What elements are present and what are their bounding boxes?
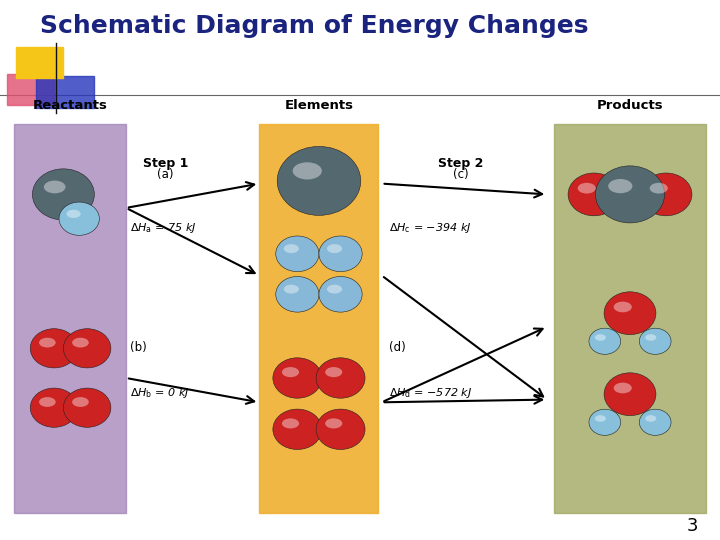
Ellipse shape xyxy=(32,169,94,220)
Ellipse shape xyxy=(595,334,606,341)
Ellipse shape xyxy=(613,383,632,393)
Bar xyxy=(7,74,54,105)
Ellipse shape xyxy=(604,373,656,416)
Ellipse shape xyxy=(325,367,342,377)
Ellipse shape xyxy=(316,358,365,398)
Ellipse shape xyxy=(63,329,111,368)
Ellipse shape xyxy=(595,166,665,223)
Text: (d): (d) xyxy=(389,341,405,354)
Text: Step 1: Step 1 xyxy=(143,157,189,170)
Ellipse shape xyxy=(63,388,111,427)
Ellipse shape xyxy=(292,162,322,179)
Ellipse shape xyxy=(589,328,621,354)
Ellipse shape xyxy=(649,183,668,193)
Ellipse shape xyxy=(39,397,55,407)
Ellipse shape xyxy=(577,183,596,193)
Bar xyxy=(554,124,706,513)
Ellipse shape xyxy=(645,415,657,422)
Ellipse shape xyxy=(282,367,299,377)
Ellipse shape xyxy=(276,276,319,312)
Text: Schematic Diagram of Energy Changes: Schematic Diagram of Energy Changes xyxy=(40,14,588,37)
Bar xyxy=(36,76,94,108)
Ellipse shape xyxy=(39,338,55,348)
Text: (c): (c) xyxy=(453,168,469,181)
Bar xyxy=(16,47,63,78)
Bar xyxy=(14,124,126,513)
Ellipse shape xyxy=(316,409,365,449)
Ellipse shape xyxy=(282,418,299,428)
Text: 3: 3 xyxy=(687,517,698,535)
Ellipse shape xyxy=(327,285,342,294)
Ellipse shape xyxy=(59,202,99,235)
Ellipse shape xyxy=(613,302,632,312)
Ellipse shape xyxy=(284,285,299,294)
Text: Reactants: Reactants xyxy=(33,99,108,112)
Ellipse shape xyxy=(66,210,81,218)
Ellipse shape xyxy=(589,409,621,435)
Bar xyxy=(259,124,378,513)
Ellipse shape xyxy=(319,276,362,312)
Ellipse shape xyxy=(277,146,361,215)
Ellipse shape xyxy=(568,173,620,216)
Ellipse shape xyxy=(608,179,632,193)
Ellipse shape xyxy=(30,388,78,427)
Ellipse shape xyxy=(639,409,671,435)
Ellipse shape xyxy=(319,236,362,272)
Text: $\Delta H_\mathrm{b}$ = 0 kJ: $\Delta H_\mathrm{b}$ = 0 kJ xyxy=(130,386,189,400)
Ellipse shape xyxy=(276,236,319,272)
Ellipse shape xyxy=(273,409,322,449)
Ellipse shape xyxy=(645,334,657,341)
Ellipse shape xyxy=(327,244,342,253)
Ellipse shape xyxy=(273,358,322,398)
Ellipse shape xyxy=(595,415,606,422)
Ellipse shape xyxy=(604,292,656,335)
Text: Step 2: Step 2 xyxy=(438,157,484,170)
Ellipse shape xyxy=(639,328,671,354)
Text: $\Delta H_\mathrm{a}$ = 75 kJ: $\Delta H_\mathrm{a}$ = 75 kJ xyxy=(130,221,196,235)
Ellipse shape xyxy=(72,397,89,407)
Text: (a): (a) xyxy=(158,168,174,181)
Ellipse shape xyxy=(44,180,66,193)
Text: Elements: Elements xyxy=(284,99,354,112)
Ellipse shape xyxy=(640,173,692,216)
Ellipse shape xyxy=(325,418,342,428)
Text: Products: Products xyxy=(597,99,663,112)
Text: (b): (b) xyxy=(130,341,146,354)
Ellipse shape xyxy=(72,338,89,348)
Text: $\Delta H_\mathrm{c}$ = $-$394 kJ: $\Delta H_\mathrm{c}$ = $-$394 kJ xyxy=(389,221,472,235)
Ellipse shape xyxy=(30,329,78,368)
Ellipse shape xyxy=(284,244,299,253)
Text: $\Delta H_\mathrm{d}$ = $-$572 kJ: $\Delta H_\mathrm{d}$ = $-$572 kJ xyxy=(389,386,472,400)
